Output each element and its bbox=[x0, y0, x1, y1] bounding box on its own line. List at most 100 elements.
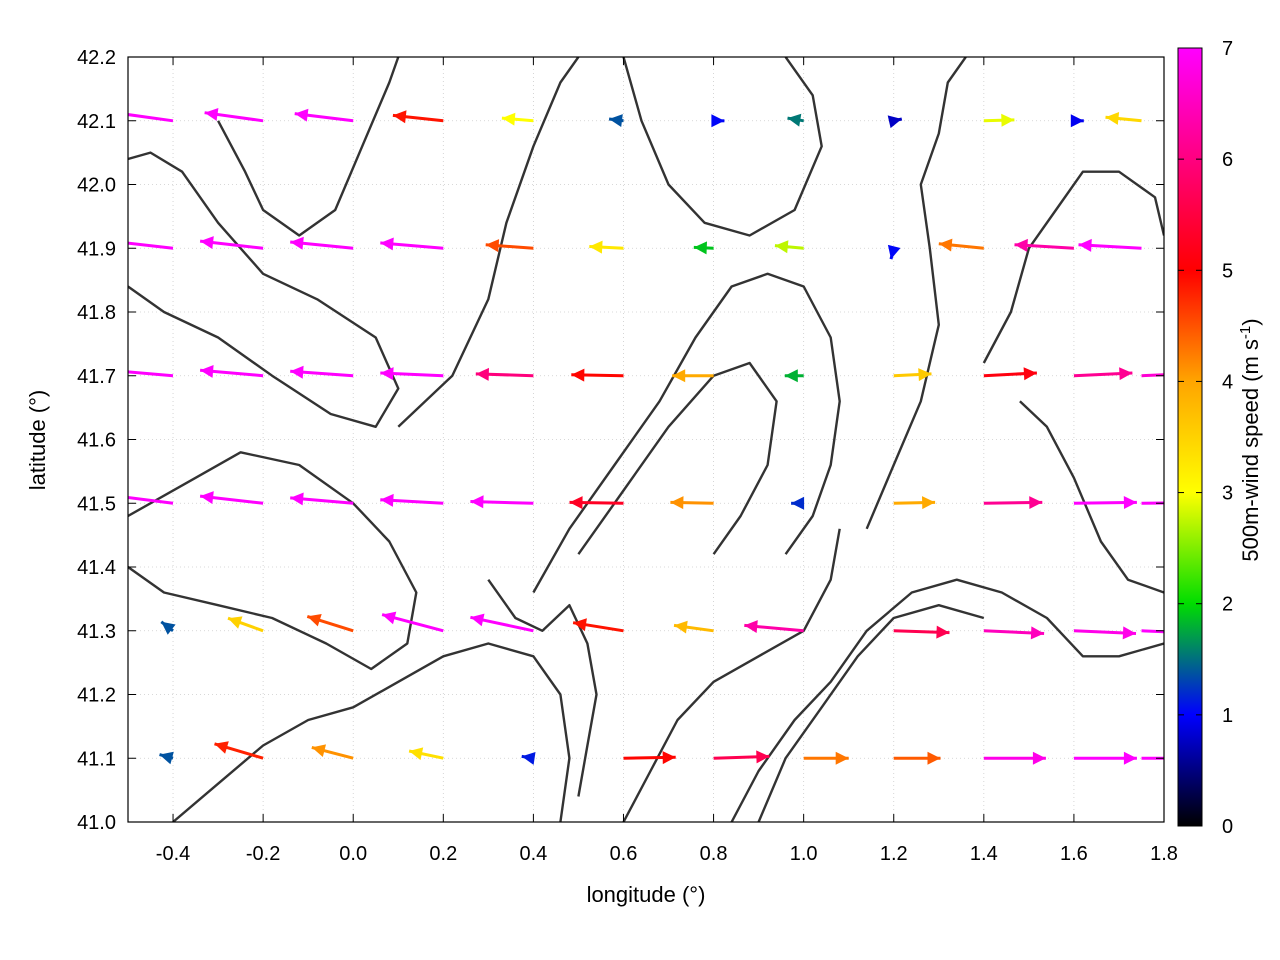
wind-vector-head bbox=[1119, 367, 1133, 381]
wind-vector bbox=[199, 491, 264, 505]
wind-vector-head bbox=[470, 613, 485, 627]
y-tick-label: 41.5 bbox=[77, 493, 116, 515]
wind-vector-head bbox=[1078, 238, 1092, 252]
wind-vector bbox=[893, 751, 941, 765]
wind-vector bbox=[227, 616, 264, 633]
wind-vector-head bbox=[573, 618, 587, 632]
wind-vector-head bbox=[1030, 626, 1045, 640]
wind-vector-head bbox=[470, 495, 484, 509]
wind-vector bbox=[893, 368, 932, 382]
wind-vector-head bbox=[1105, 112, 1120, 125]
wind-vector bbox=[160, 620, 176, 635]
y-tick-label: 41.0 bbox=[77, 812, 116, 834]
wind-vector bbox=[128, 108, 174, 123]
wind-vector-head bbox=[290, 365, 304, 379]
wind-vector-shaft bbox=[1141, 373, 1164, 378]
wind-vector bbox=[290, 365, 354, 379]
wind-vector-head bbox=[1122, 626, 1136, 640]
wind-vector-head bbox=[1123, 751, 1137, 765]
wind-vector-head bbox=[927, 751, 941, 765]
wind-vector-head bbox=[787, 113, 802, 127]
wind-vector-head bbox=[1014, 238, 1028, 252]
wind-vector bbox=[693, 241, 714, 255]
wind-vector-head bbox=[922, 496, 936, 510]
contour-line bbox=[532, 272, 841, 594]
colorbar-label-main: 500m-wind speed (m s bbox=[1238, 339, 1263, 562]
contour-line bbox=[487, 579, 598, 797]
wind-vector-shaft bbox=[128, 113, 174, 123]
wind-vector bbox=[204, 108, 264, 123]
wind-vector bbox=[784, 369, 804, 383]
colorbar-tick-label: 3 bbox=[1222, 483, 1233, 505]
colorbar-tick-label: 7 bbox=[1222, 38, 1233, 60]
colorbar-label-end: ) bbox=[1238, 318, 1263, 325]
wind-vector-shaft bbox=[1141, 629, 1164, 634]
y-tick-label: 41.3 bbox=[77, 621, 116, 643]
wind-vector-head bbox=[409, 747, 424, 761]
wind-vector bbox=[381, 611, 444, 633]
wind-vector bbox=[521, 752, 536, 765]
wind-vector-head bbox=[485, 239, 500, 253]
y-axis-ticks: 41.0 41.1 41.2 41.3 41.4 41.5 41.6 41.7 41.8 41.9… bbox=[77, 47, 1164, 834]
wind-vector bbox=[673, 620, 714, 634]
contour-line bbox=[128, 451, 418, 671]
contour-line bbox=[172, 642, 571, 822]
wind-vector bbox=[983, 496, 1043, 509]
y-tick-label: 41.8 bbox=[77, 302, 116, 324]
wind-vector-head bbox=[756, 750, 770, 764]
wind-vector-head bbox=[1029, 496, 1043, 509]
wind-vector bbox=[887, 115, 903, 129]
wind-vector bbox=[199, 365, 264, 378]
colorbar-label: 500m-wind speed (m s-1) bbox=[1237, 318, 1263, 561]
wind-vector bbox=[408, 747, 444, 761]
wind-vector bbox=[787, 113, 804, 127]
wind-vector bbox=[893, 496, 936, 510]
wind-vector-head bbox=[294, 108, 309, 122]
wind-vector bbox=[1073, 751, 1137, 765]
wind-vector bbox=[1073, 496, 1137, 509]
wind-vector-head bbox=[589, 240, 603, 254]
x-tick-label: 1.2 bbox=[880, 843, 908, 865]
wind-vector bbox=[475, 367, 534, 381]
wind-vector bbox=[1070, 114, 1084, 128]
contour-line bbox=[730, 578, 1164, 822]
wind-vector bbox=[623, 751, 676, 765]
x-axis-label: longitude (°) bbox=[587, 882, 706, 907]
wind-vector bbox=[774, 240, 804, 254]
y-tick-label: 42.1 bbox=[77, 111, 116, 133]
wind-vector bbox=[501, 112, 534, 126]
wind-vector-shaft bbox=[128, 241, 174, 250]
y-tick-label: 41.4 bbox=[77, 557, 116, 579]
wind-vector-head bbox=[392, 110, 407, 124]
wind-vector-head bbox=[774, 240, 789, 254]
wind-vector bbox=[1073, 367, 1133, 381]
wind-vector bbox=[1141, 501, 1164, 505]
colorbar-label-sup: -1 bbox=[1237, 326, 1254, 339]
wind-vector bbox=[711, 114, 725, 128]
wind-vector bbox=[589, 240, 624, 254]
wind-vector bbox=[294, 108, 354, 123]
wind-vector-head bbox=[1001, 113, 1015, 127]
colorbar bbox=[1177, 47, 1203, 827]
wind-vector-head bbox=[204, 108, 219, 121]
wind-vector-head bbox=[311, 744, 326, 757]
wind-vector bbox=[128, 496, 174, 505]
wind-vector bbox=[569, 496, 624, 510]
wind-vector bbox=[803, 751, 849, 765]
wind-vector-head bbox=[214, 741, 229, 754]
y-tick-label: 41.9 bbox=[77, 238, 116, 260]
wind-vector-head bbox=[693, 241, 707, 255]
wind-vector bbox=[1073, 626, 1137, 640]
wind-vector-head bbox=[674, 620, 688, 634]
wind-vector-head bbox=[200, 491, 214, 504]
y-tick-label: 41.7 bbox=[77, 366, 116, 388]
wind-vector bbox=[893, 625, 950, 639]
wind-vector-head bbox=[791, 496, 805, 510]
x-tick-label: 0.0 bbox=[339, 843, 367, 865]
wind-vector bbox=[571, 368, 624, 382]
y-tick-label: 41.6 bbox=[77, 430, 116, 452]
contour-line bbox=[757, 604, 985, 822]
wind-vector-head bbox=[307, 614, 322, 627]
y-tick-label: 41.2 bbox=[77, 685, 116, 707]
